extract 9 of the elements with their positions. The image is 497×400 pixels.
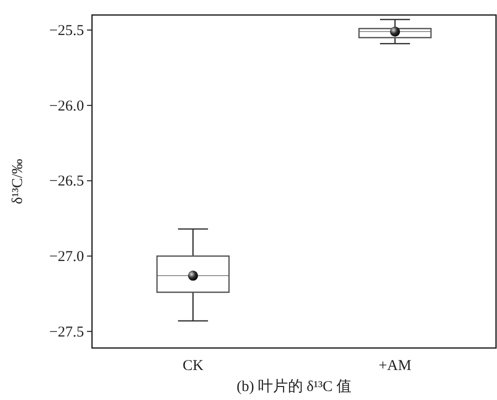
- y-tick-label: −27.5: [49, 324, 84, 340]
- x-axis-title: (b) 叶片的 δ¹³C 值: [236, 378, 352, 395]
- y-axis-title: δ¹³C/‰: [10, 158, 26, 204]
- x-tick-label: CK: [182, 358, 204, 374]
- y-tick-label: −27.0: [49, 249, 84, 266]
- x-tick-label: +AM: [378, 358, 412, 374]
- y-tick-label: −26.0: [49, 98, 84, 114]
- y-tick-label: −26.5: [49, 174, 84, 190]
- y-tick-label: −25.5: [49, 23, 84, 40]
